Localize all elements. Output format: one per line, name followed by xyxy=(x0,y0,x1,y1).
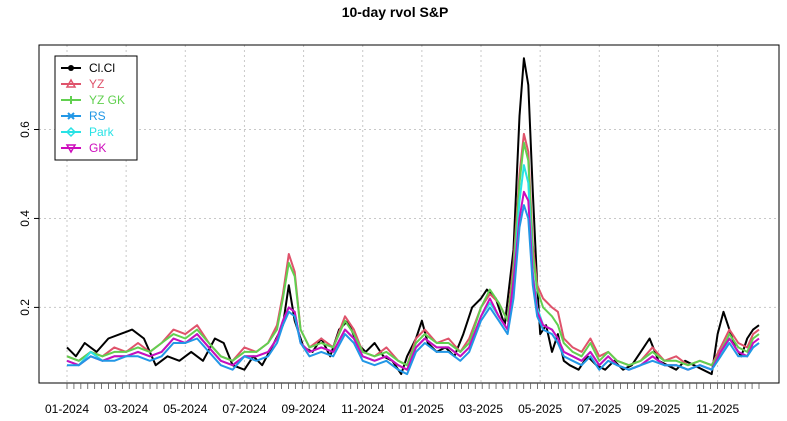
x-tick-label: 05-2025 xyxy=(518,402,562,416)
y-axis: 0.2 0.4 0.6 xyxy=(18,121,39,316)
legend-label-gk: GK xyxy=(89,141,106,155)
legend-label-cl-cl: Cl.Cl xyxy=(89,61,115,75)
x-tick-label: 07-2024 xyxy=(222,402,266,416)
series-line-cl-cl xyxy=(66,57,760,376)
x-tick-label: 03-2024 xyxy=(104,402,148,416)
series-line-rs xyxy=(67,204,760,376)
x-tick-label: 11-2025 xyxy=(696,402,739,416)
series-layer xyxy=(66,57,760,376)
y-tick-label: 0.2 xyxy=(18,299,32,316)
legend-marker-yz xyxy=(65,78,77,88)
legend-label-yz-gk: YZ GK xyxy=(89,93,125,107)
chart-title: 10-day rvol S&P xyxy=(342,4,449,20)
y-tick-label: 0.4 xyxy=(18,210,32,227)
x-tick-label: 11-2024 xyxy=(341,402,384,416)
x-tick-label: 01-2025 xyxy=(400,402,444,416)
plot-frame xyxy=(38,44,780,384)
legend: Cl.Cl YZ YZ GK RS Park GK xyxy=(54,55,138,161)
x-tick-label: 07-2025 xyxy=(577,402,621,416)
series-line-park xyxy=(66,164,760,371)
legend-label-rs: RS xyxy=(89,109,106,123)
legend-marker-park xyxy=(65,126,77,138)
legend-label-yz: YZ xyxy=(89,77,104,91)
series-line-yz xyxy=(66,132,760,367)
legend-label-park: Park xyxy=(89,125,115,139)
y-tick-label: 0.6 xyxy=(18,121,32,138)
x-tick-label: 09-2025 xyxy=(636,402,680,416)
x-axis: 01-2024 03-2024 05-2024 07-2024 09-2024 11-20… xyxy=(45,383,760,416)
series-line-yz-gk xyxy=(66,141,760,367)
legend-box xyxy=(54,55,138,161)
legend-marker-yz-gk xyxy=(67,96,75,104)
legend-marker-cl-cl xyxy=(68,65,74,71)
x-tick-label: 03-2025 xyxy=(459,402,503,416)
x-tick-label: 01-2024 xyxy=(45,402,89,416)
x-tick-label: 09-2024 xyxy=(282,402,326,416)
legend-marker-rs xyxy=(67,112,75,120)
grid-lines xyxy=(39,45,779,383)
x-tick-label: 05-2024 xyxy=(163,402,207,416)
legend-marker-gk xyxy=(65,144,77,154)
